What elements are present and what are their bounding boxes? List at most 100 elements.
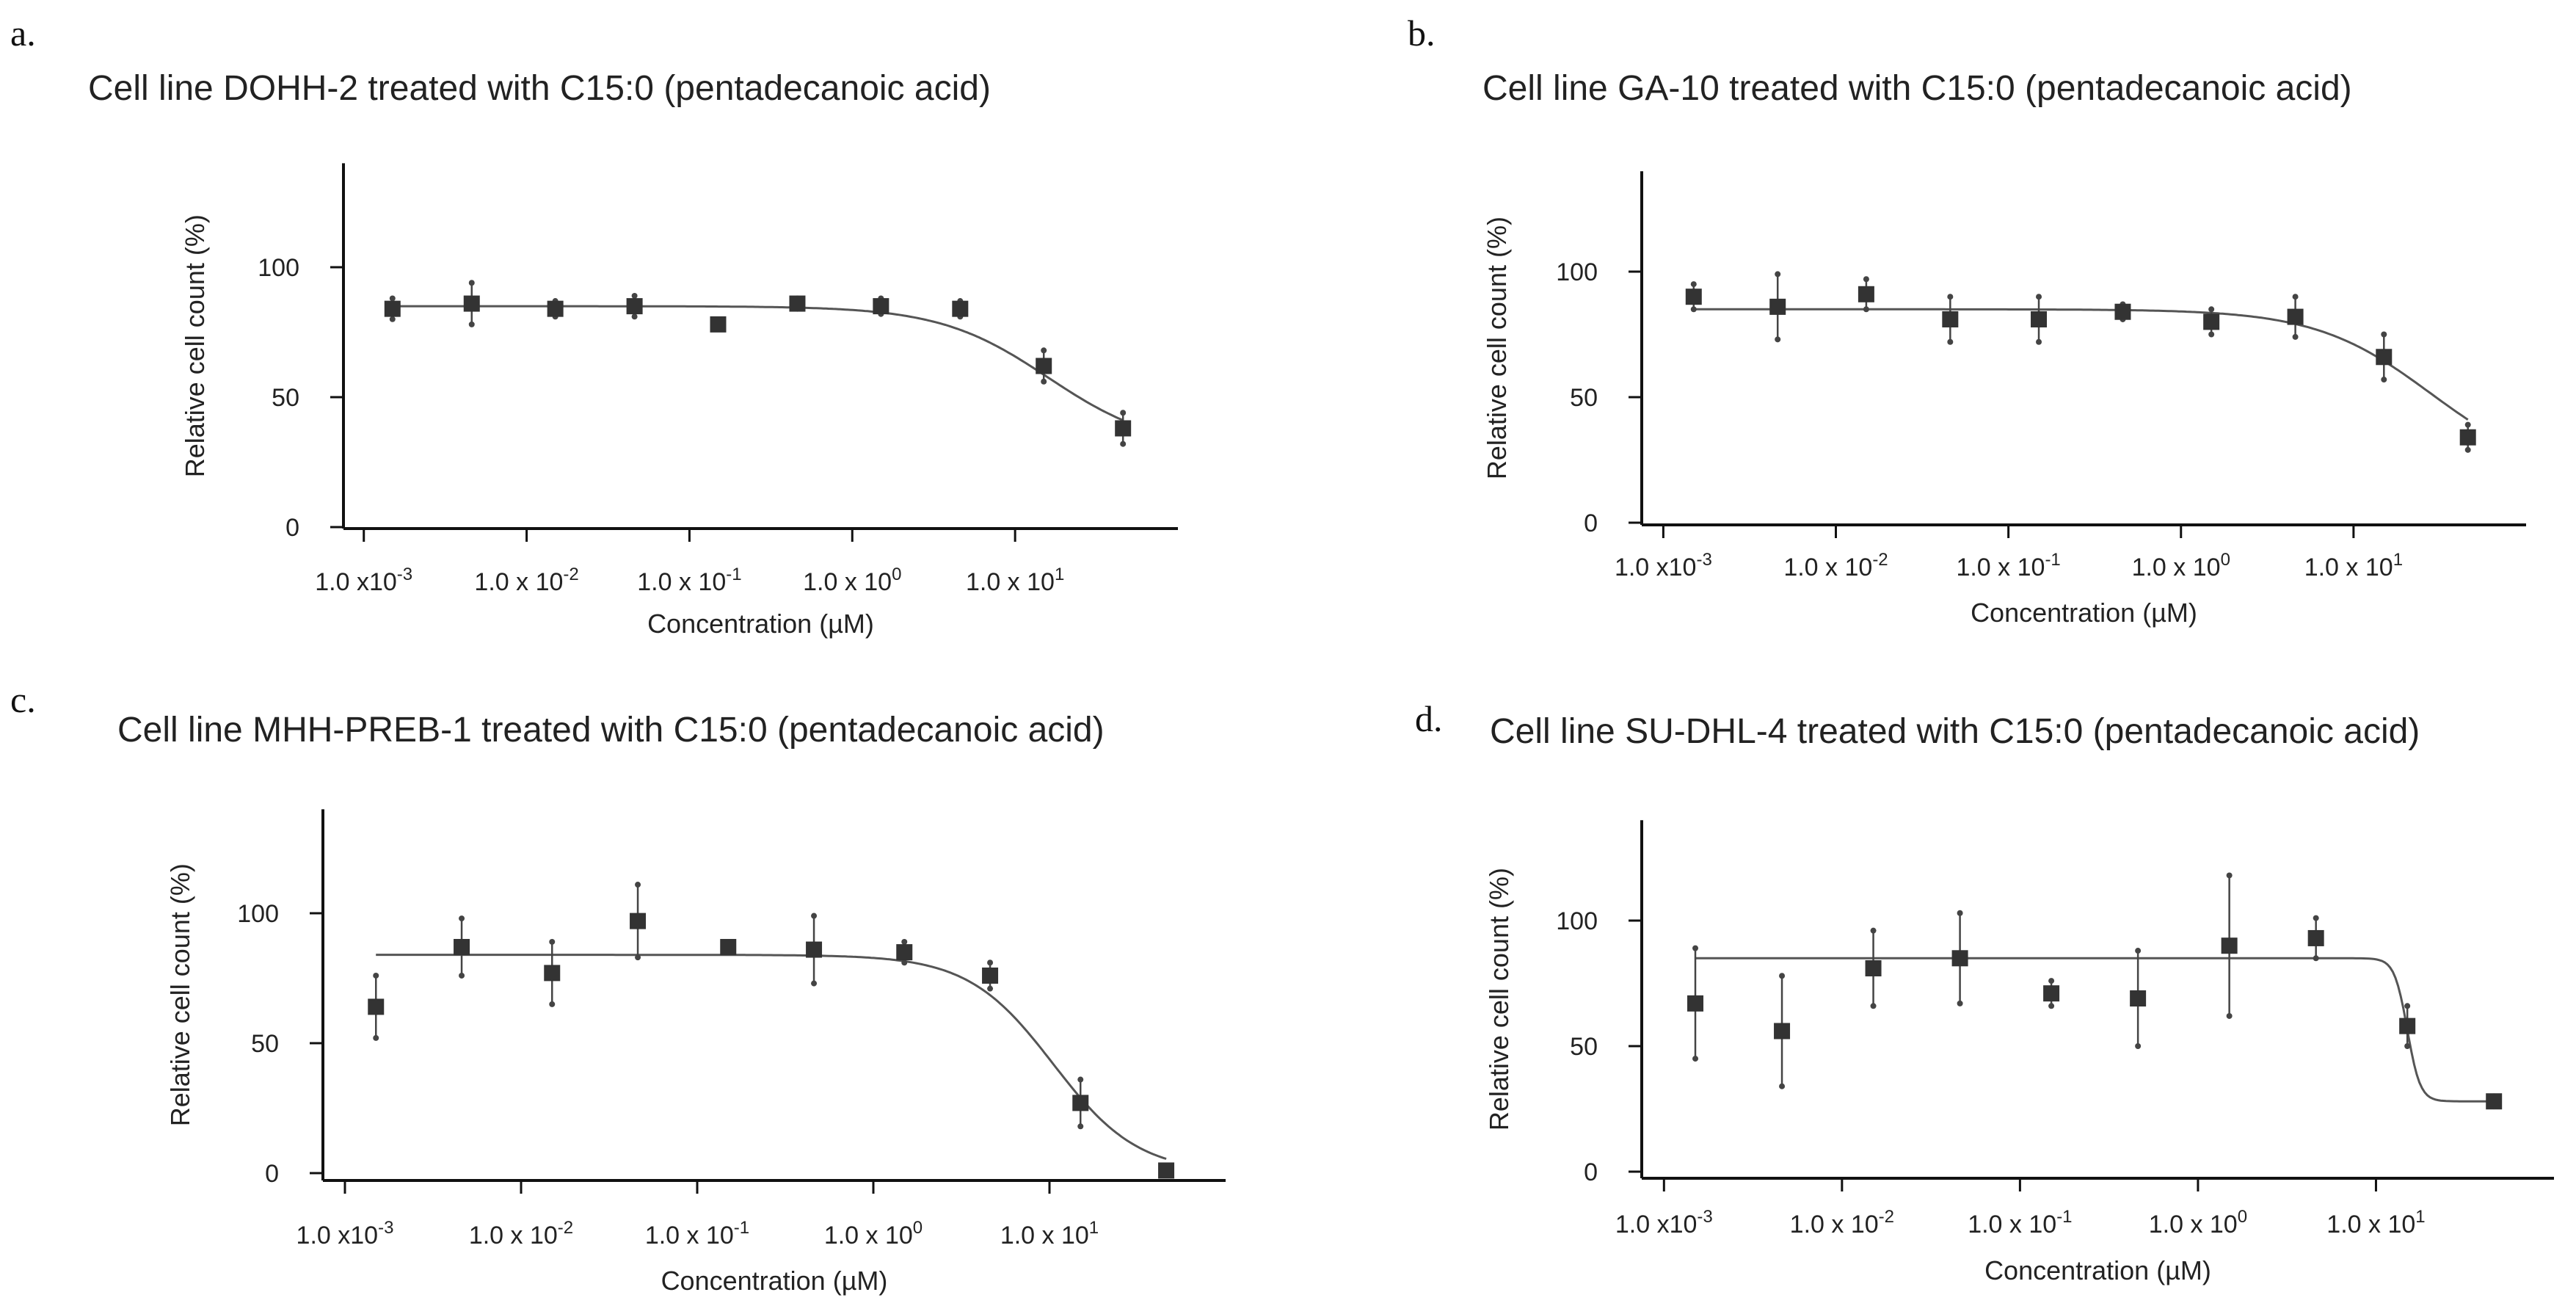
x-tick-label: 1.0 x 101 (966, 565, 1064, 596)
x-tick-label: 1.0 x 100 (2132, 550, 2230, 581)
data-marker (720, 939, 737, 956)
data-marker (2130, 990, 2147, 1007)
error-cap (1077, 1076, 1084, 1083)
x-tick-label: 1.0 x10-3 (1615, 1207, 1713, 1238)
y-tick-label: 50 (251, 1030, 279, 1058)
error-cap (1779, 1083, 1786, 1089)
data-point (1951, 910, 1968, 1006)
data-marker (1685, 289, 1702, 305)
x-tick-label: 1.0 x 100 (824, 1218, 923, 1249)
chart-title: Cell line GA-10 treated with C15:0 (pent… (1482, 69, 2352, 108)
error-cap (2292, 294, 2299, 300)
data-marker (1072, 1095, 1089, 1111)
error-cap (468, 280, 475, 286)
error-cap (2226, 872, 2233, 879)
chart-panel-1: a. Cell line DOHH-2 treated with C15:0 (p… (10, 12, 1178, 639)
data-point (463, 280, 480, 327)
error-cap (2048, 978, 2055, 984)
data-point (1858, 276, 1874, 313)
error-cap (811, 913, 818, 919)
error-cap (2036, 294, 2042, 300)
error-cap (1690, 306, 1697, 313)
data-point (2203, 306, 2220, 338)
data-point (1774, 973, 1791, 1089)
data-marker (2221, 937, 2238, 954)
x-axis-label: Concentration (µM) (1971, 598, 2197, 628)
x-tick-label: 1.0 x10-3 (1615, 550, 1712, 581)
x-tick-label: 1.0 x 10-2 (474, 565, 578, 596)
data-marker (896, 944, 913, 961)
error-cap (2226, 1012, 2233, 1019)
error-cap (901, 938, 908, 945)
data-point (789, 295, 806, 312)
error-cap (1041, 378, 1047, 385)
data-point (873, 295, 889, 317)
x-tick-label: 1.0 x 101 (1000, 1218, 1099, 1249)
error-cap (901, 959, 908, 966)
data-point (1865, 927, 1882, 1009)
error-cap (1947, 294, 1954, 300)
data-point (2307, 915, 2324, 962)
data-point (2031, 294, 2048, 345)
x-tick-label: 1.0 x 100 (803, 565, 901, 596)
data-marker (1687, 995, 1704, 1012)
error-cap (2404, 1043, 2411, 1049)
error-cap (1957, 1000, 1963, 1006)
error-cap (2208, 306, 2215, 313)
error-cap (811, 980, 818, 987)
error-cap (2404, 1003, 2411, 1009)
x-tick-label: 1.0 x 10-2 (469, 1218, 573, 1249)
error-cap (987, 985, 994, 992)
x-axis-label: Concentration (µM) (1984, 1255, 2211, 1285)
x-tick-label: 1.0 x 100 (2149, 1207, 2247, 1238)
data-marker (2287, 308, 2304, 325)
data-marker (2043, 985, 2060, 1002)
data-point (1685, 281, 1702, 313)
y-tick-label: 0 (1584, 1158, 1598, 1186)
x-tick-label: 1.0 x 10-1 (1956, 550, 2060, 581)
error-cap (2381, 331, 2387, 338)
data-point (2221, 872, 2238, 1019)
error-cap (1775, 336, 1781, 343)
error-cap (373, 1034, 379, 1041)
chart-panel-2: b. Cell line GA-10 treated with C15:0 (pe… (1408, 12, 2526, 628)
data-marker (630, 913, 647, 929)
error-cap (2313, 955, 2319, 962)
chart-title: Cell line SU-DHL-4 treated with C15:0 (p… (1490, 712, 2420, 751)
data-point (2287, 294, 2304, 340)
error-cap (1863, 276, 1869, 283)
error-cap (1692, 945, 1699, 951)
data-marker (2376, 349, 2393, 366)
data-point (544, 938, 561, 1007)
error-cap (1120, 440, 1127, 447)
data-point (547, 298, 564, 320)
data-marker (1769, 298, 1786, 315)
error-cap (1870, 927, 1877, 934)
y-tick-label: 0 (265, 1160, 279, 1188)
chart-panel-4: d. Cell line SU-DHL-4 treated with C15:0 … (1415, 698, 2554, 1285)
data-marker (1951, 950, 1968, 967)
data-point (630, 882, 647, 961)
data-marker (2486, 1093, 2503, 1110)
error-cap (1690, 281, 1697, 288)
error-cap (2464, 446, 2471, 453)
data-marker (544, 965, 561, 982)
data-marker (547, 300, 564, 317)
chart-title: Cell line DOHH-2 treated with C15:0 (pen… (88, 69, 991, 108)
fit-curve (392, 305, 1124, 421)
panel-letter: d. (1415, 698, 1443, 739)
error-cap (635, 954, 641, 961)
data-marker (1158, 1162, 1175, 1179)
data-point (1036, 347, 1052, 385)
error-cap (1870, 1003, 1877, 1009)
data-point (720, 939, 737, 956)
error-cap (2135, 948, 2142, 954)
error-cap (389, 295, 396, 302)
data-point (1942, 294, 1959, 345)
data-marker (952, 300, 969, 317)
y-tick-label: 100 (237, 900, 279, 928)
data-point (2486, 1093, 2503, 1110)
x-tick-label: 1.0 x 10-1 (1968, 1207, 2072, 1238)
data-point (982, 959, 999, 992)
